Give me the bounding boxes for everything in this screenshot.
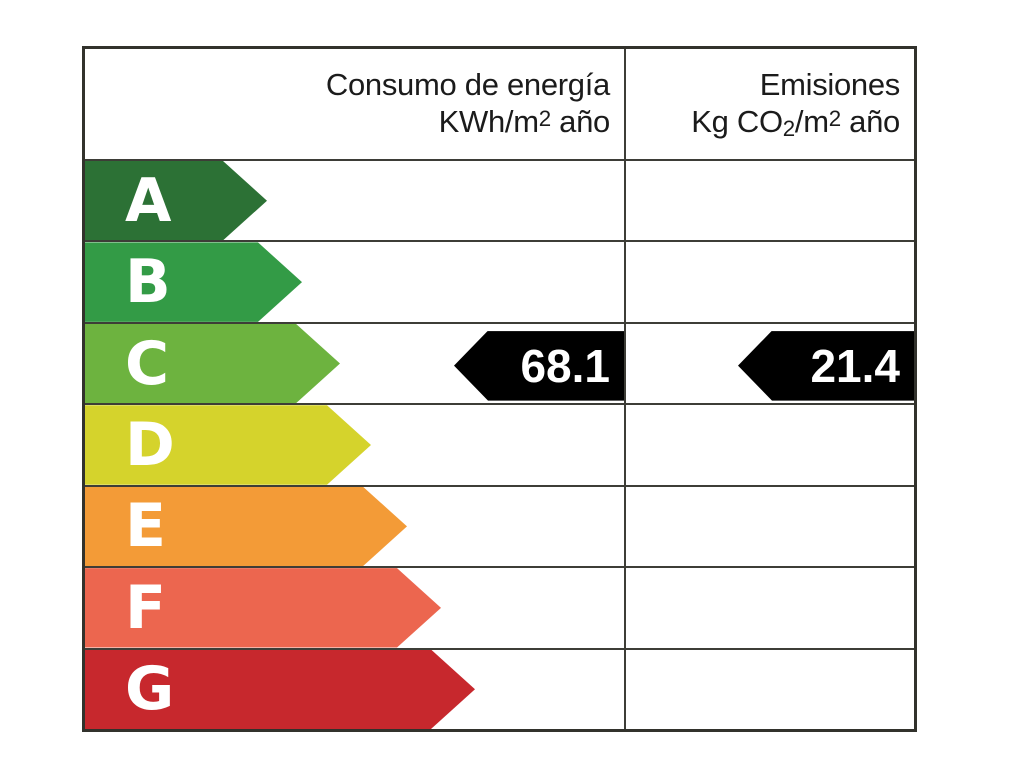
emissions-cell-e (626, 487, 914, 566)
consumption-value-pointer: 68.1 (454, 330, 624, 401)
consumption-title: Consumo de energía (325, 66, 610, 102)
grade-letter-e: E (125, 491, 166, 562)
grade-arrow-c: C (85, 324, 340, 403)
grade-letter-f: F (125, 572, 166, 643)
emissions-cell-f (626, 568, 914, 647)
emissions-unit: Kg CO2/m2 año (691, 103, 900, 142)
grade-cell-d: D (85, 405, 626, 485)
grade-cell-f: F (85, 568, 626, 648)
grade-arrow-e: E (85, 487, 407, 566)
grade-cell-a: A (85, 161, 626, 241)
emissions-cell-a (626, 161, 914, 240)
grade-arrow-f: F (85, 568, 441, 647)
header-row: Consumo de energía KWh/m2 año Emisiones … (85, 49, 914, 161)
grade-cell-e: E (85, 486, 626, 567)
grade-letter-a: A (125, 165, 172, 236)
grade-arrow-g: G (85, 650, 475, 729)
grade-row-a: A (85, 161, 914, 243)
grade-row-d: D (85, 405, 914, 487)
grade-row-e: E (85, 486, 914, 569)
grade-arrow-a: A (85, 161, 267, 240)
grade-letter-d: D (125, 409, 175, 480)
grade-arrow-b: B (85, 242, 302, 321)
grade-cell-b: B (85, 242, 626, 322)
grade-row-b: B (85, 242, 914, 324)
energy-rating-table: Consumo de energía KWh/m2 año Emisiones … (82, 46, 917, 732)
subscript-2: 2 (782, 116, 795, 142)
emissions-cell-c: 21.4 (626, 324, 914, 403)
consumption-value: 68.1 (520, 339, 610, 392)
emissions-cell-g (626, 650, 914, 729)
emissions-cell-b (626, 242, 914, 321)
grade-arrow-d: D (85, 405, 371, 484)
superscript-2: 2 (538, 105, 551, 131)
grade-letter-b: B (125, 247, 171, 318)
grade-cell-g: G (85, 649, 626, 729)
grade-letter-c: C (125, 328, 170, 399)
consumption-unit: KWh/m2 año (438, 103, 611, 139)
emissions-value: 21.4 (810, 339, 900, 392)
emissions-title: Emisiones (759, 66, 901, 102)
grade-row-c: C 68.1 21.4 (85, 323, 914, 406)
emissions-value-pointer: 21.4 (738, 330, 914, 401)
grade-row-f: F (85, 568, 914, 650)
header-consumption: Consumo de energía KWh/m2 año (85, 49, 626, 159)
grade-cell-c: C 68.1 (85, 323, 626, 404)
emissions-cell-d (626, 405, 914, 484)
grade-letter-g: G (125, 654, 175, 725)
header-emissions: Emisiones Kg CO2/m2 año (626, 49, 914, 159)
superscript-2: 2 (828, 105, 841, 131)
grade-row-g: G (85, 649, 914, 729)
